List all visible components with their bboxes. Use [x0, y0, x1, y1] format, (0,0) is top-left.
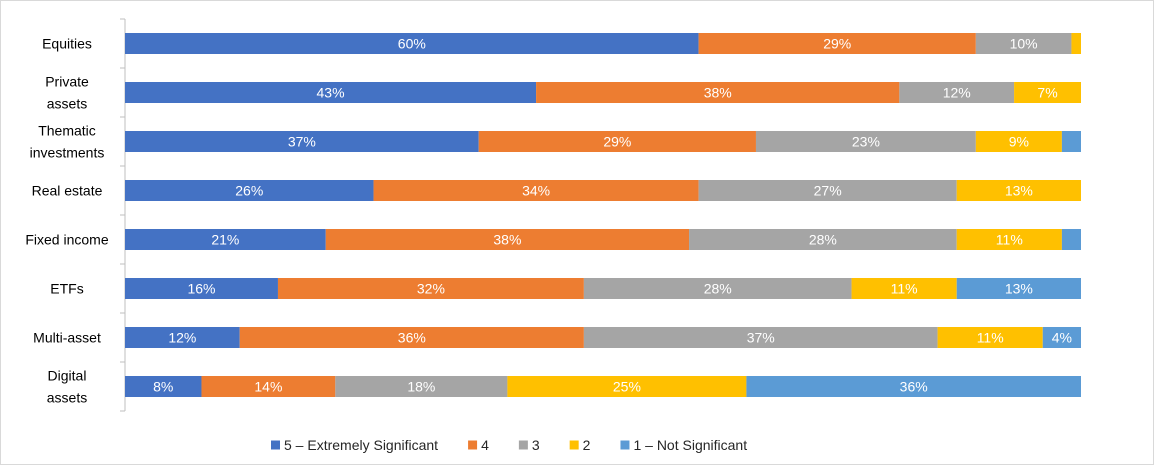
bar-segment	[937, 327, 1043, 348]
data-label: 37%	[288, 134, 316, 150]
bar-segment	[201, 376, 336, 397]
bar-segment	[851, 278, 957, 299]
data-label: 14%	[254, 379, 282, 395]
data-label: 11%	[996, 232, 1023, 248]
category-label: Digital assets	[47, 368, 87, 406]
data-label: 25%	[613, 379, 641, 395]
bar-segment	[1061, 131, 1081, 152]
data-label: 34%	[522, 183, 550, 199]
data-label: 13%	[1005, 183, 1033, 199]
legend-swatch	[569, 440, 579, 450]
bar-segment	[975, 33, 1072, 54]
data-label: 36%	[900, 379, 928, 395]
bar-segment	[1014, 82, 1081, 103]
bar-segment	[239, 327, 584, 348]
data-label: 29%	[603, 134, 631, 150]
category-axis: Equities Private assets Thematic investments…	[25, 18, 126, 412]
data-label: 8%	[153, 379, 173, 395]
data-label: 28%	[809, 232, 837, 248]
data-label: 37%	[747, 330, 775, 346]
data-label: 36%	[398, 330, 426, 346]
bar-segment	[583, 327, 938, 348]
data-label: 28%	[704, 281, 732, 297]
bar-segment	[536, 82, 900, 103]
data-label: 16%	[187, 281, 215, 297]
bar-segment	[125, 278, 278, 299]
bar-segment	[746, 376, 1081, 397]
bar-segment	[956, 229, 1062, 250]
data-label: 27%	[814, 183, 842, 199]
bar-segment	[277, 278, 584, 299]
legend-swatch	[271, 440, 280, 450]
category-label: Fixed income	[25, 232, 108, 248]
data-label: 18%	[407, 379, 435, 395]
bar-segment	[689, 229, 957, 250]
data-label: 32%	[417, 281, 445, 297]
bar-segment	[698, 180, 957, 201]
data-label: 38%	[704, 85, 732, 101]
data-label: 29%	[823, 36, 851, 52]
data-label: 9%	[1009, 134, 1029, 150]
category-label: Thematic investments	[30, 123, 105, 161]
bar-segment	[125, 82, 537, 103]
data-label: 7%	[1037, 85, 1057, 101]
category-label: Private assets	[45, 74, 89, 112]
category-label: Real estate	[32, 183, 103, 199]
bar-segment	[1042, 327, 1081, 348]
category-label: Equities	[42, 36, 92, 52]
bar-segment	[698, 33, 976, 54]
bar-segment	[899, 82, 1015, 103]
data-label: 38%	[493, 232, 521, 248]
legend-entry: 1 – Not Significant	[633, 437, 747, 453]
bar-segment	[956, 180, 1081, 201]
bar-segment	[975, 131, 1062, 152]
legend-swatch	[468, 440, 478, 450]
bar-segment	[125, 327, 240, 348]
data-label: 11%	[891, 281, 918, 297]
legend-entry: 2	[583, 437, 591, 453]
data-label: 10%	[1010, 36, 1038, 52]
category-label: ETFs	[50, 281, 83, 297]
bar-segment	[125, 180, 374, 201]
bar-segment	[583, 278, 852, 299]
data-label: 4%	[1052, 330, 1072, 346]
bar-segment	[125, 376, 202, 397]
bar-segment	[507, 376, 747, 397]
bar-segment	[478, 131, 756, 152]
data-label: 43%	[317, 85, 345, 101]
bars-group: 60% 29% 10% 43% 38% 12% 7% 37% 29% 23% 9% 26% 34% 27%…	[125, 33, 1081, 397]
bar-segment	[1061, 229, 1081, 250]
bar-segment	[1071, 33, 1081, 54]
legend-swatch	[620, 440, 630, 450]
legend: 5 – Extremely Significant 4 3 2 1 – Not Sign…	[271, 437, 747, 453]
data-label: 21%	[211, 232, 239, 248]
data-label: 26%	[235, 183, 263, 199]
bar-segment	[373, 180, 699, 201]
legend-entry: 4	[481, 437, 489, 453]
legend-swatch	[518, 440, 528, 450]
data-label: 23%	[852, 134, 880, 150]
bar-segment	[325, 229, 690, 250]
legend-entry: 5 – Extremely Significant	[284, 437, 438, 453]
data-label: 11%	[977, 330, 1004, 346]
data-label: 12%	[168, 330, 196, 346]
bar-segment	[125, 33, 699, 54]
bar-segment	[335, 376, 508, 397]
bar-segment	[956, 278, 1081, 299]
data-label: 13%	[1005, 281, 1033, 297]
category-label: Multi-asset	[33, 330, 101, 346]
bar-segment	[755, 131, 976, 152]
bar-segment	[125, 131, 479, 152]
legend-entry: 3	[532, 437, 540, 453]
data-label: 12%	[943, 85, 971, 101]
data-label: 60%	[398, 36, 426, 52]
bar-segment	[125, 229, 326, 250]
